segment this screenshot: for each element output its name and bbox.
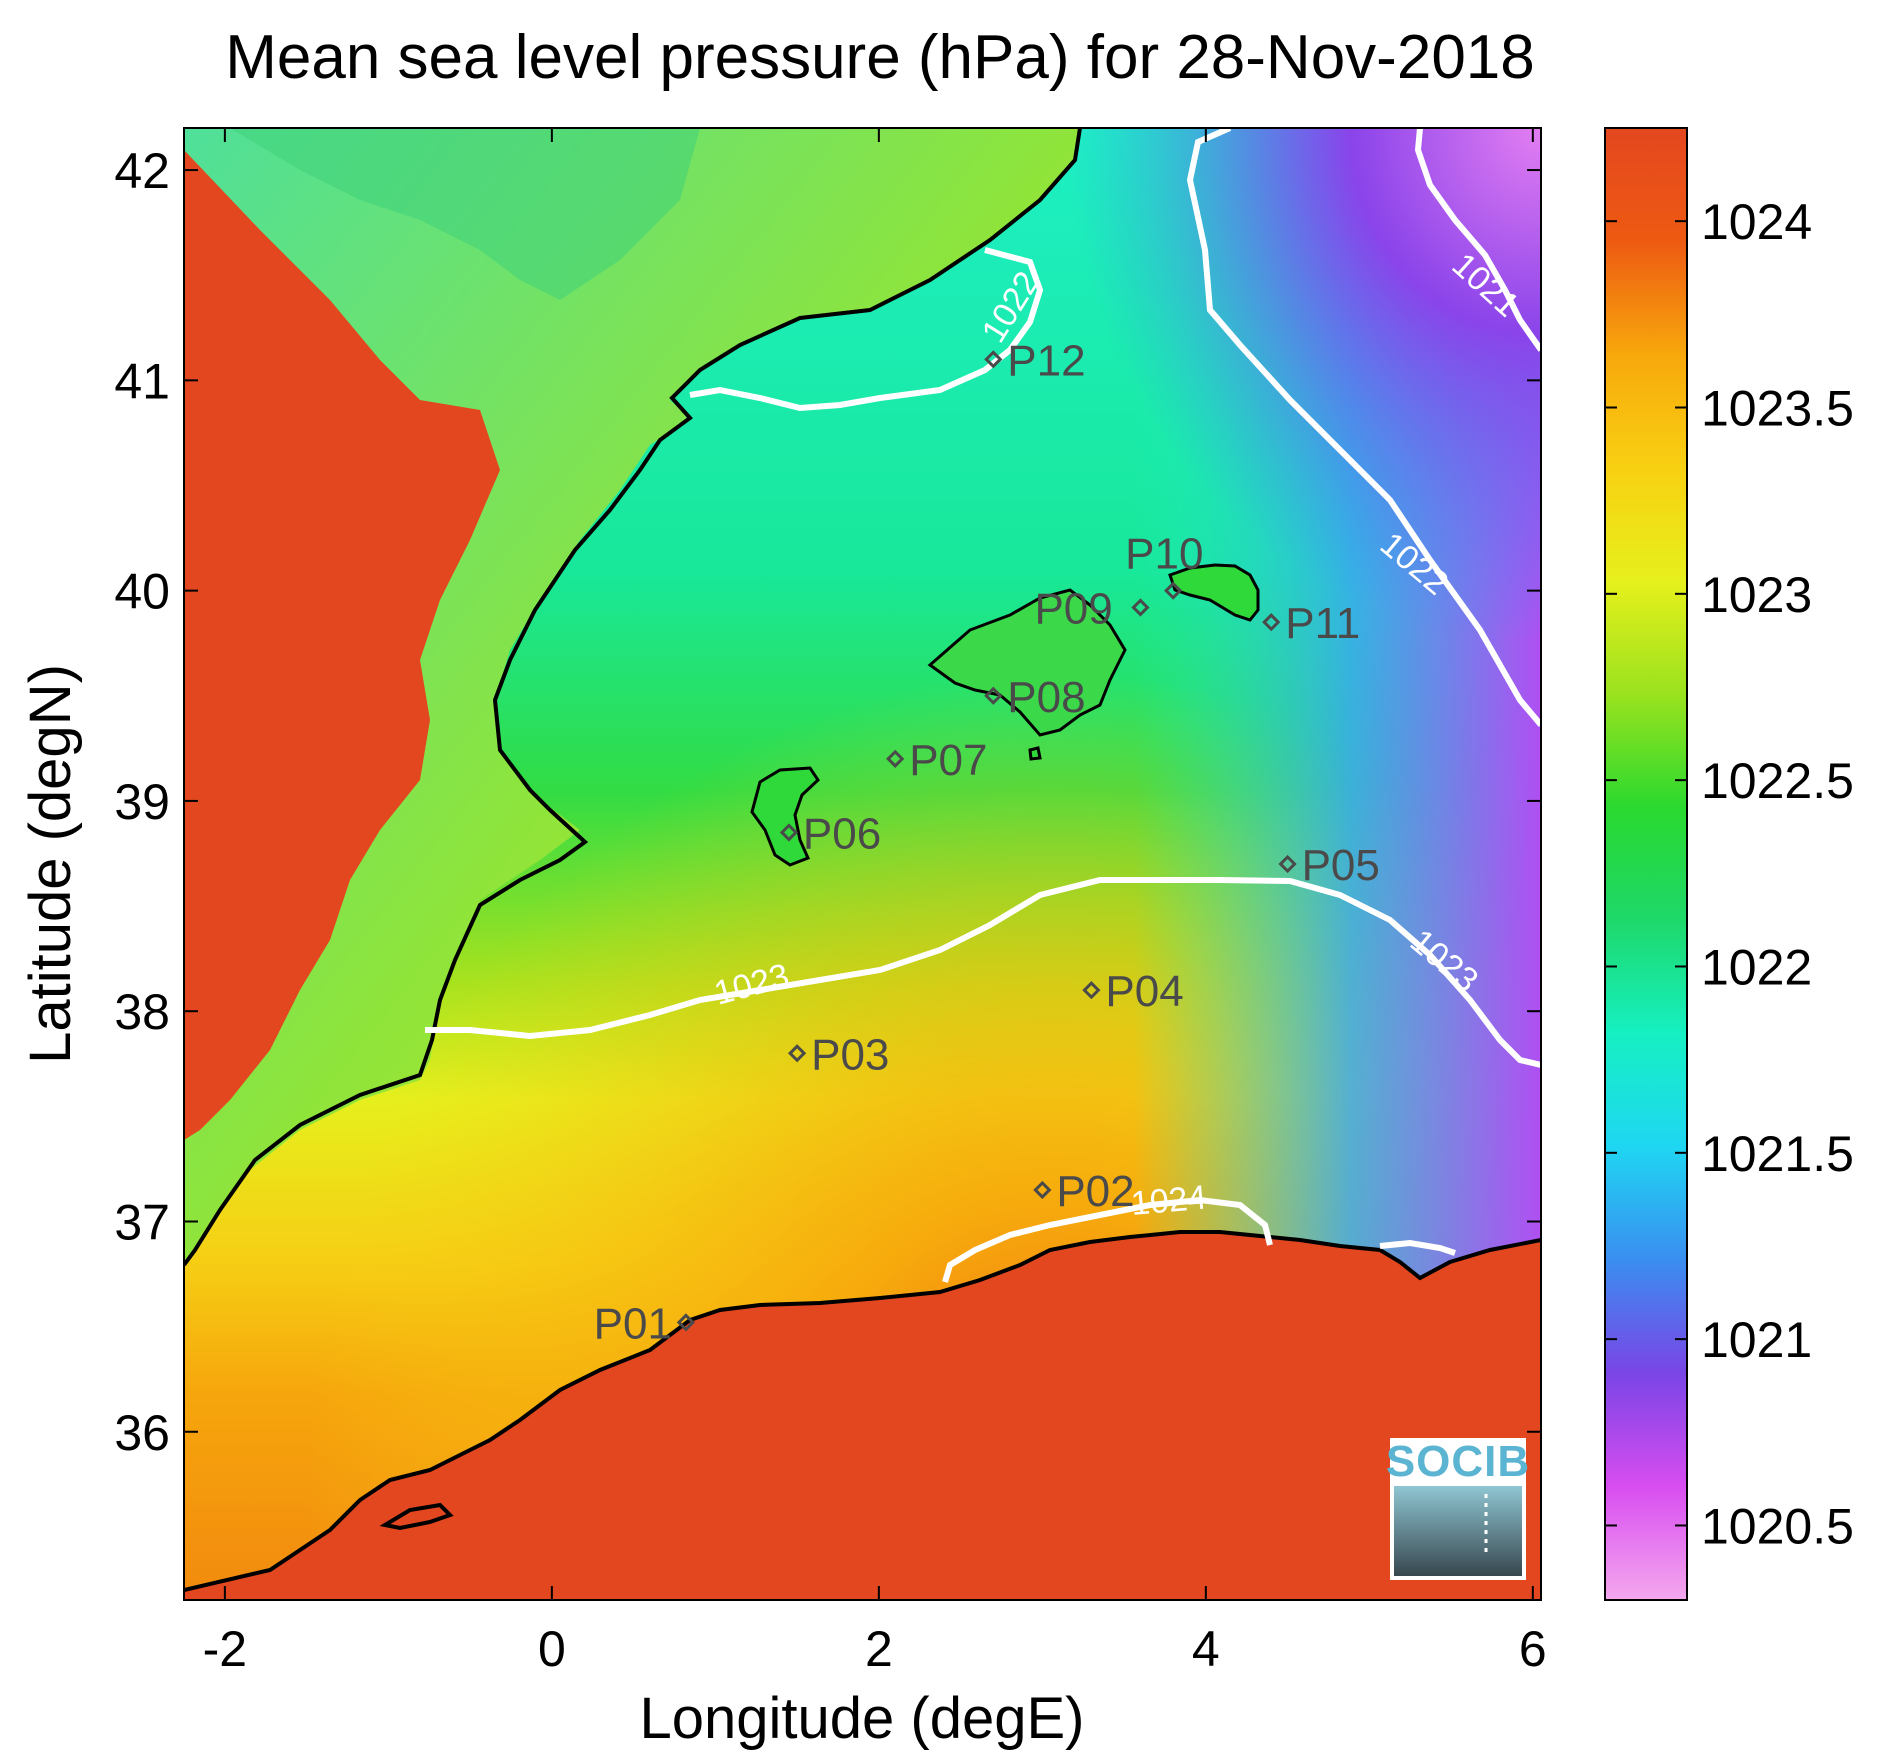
iberia-plateau	[184, 150, 500, 1140]
station-marker	[984, 350, 1003, 369]
x-tick-label: -2	[203, 1621, 247, 1677]
isobar-1024-east	[1379, 1239, 1456, 1256]
y-tick-label: 38	[114, 984, 170, 1040]
colorbar-ticks: 1024 1023.5 1023 1022.5 1022 1021.5 1021 1020.5	[1605, 194, 1854, 1554]
colorbar	[1605, 128, 1687, 1600]
colorbar-tick-label: 1021.5	[1701, 1126, 1854, 1182]
colorbar-tick-label: 1023	[1701, 567, 1812, 623]
contour-label-1024: 1024	[1129, 1179, 1208, 1223]
y-tick-label: 36	[114, 1405, 170, 1461]
station-label: P10	[1125, 530, 1203, 579]
station-label: P08	[1007, 673, 1085, 722]
station-marker	[676, 1313, 696, 1332]
pyrenees-band	[230, 128, 700, 300]
coastline-alboran	[379, 1502, 454, 1531]
x-tick-label: 2	[865, 1621, 893, 1677]
chart-title: Mean sea level pressure (hPa) for 28-Nov…	[225, 23, 1535, 92]
x-tick-label: 6	[1519, 1621, 1547, 1677]
colorbar-tick-label: 1022.5	[1701, 753, 1854, 809]
ibiza-land	[750, 766, 820, 867]
isobar-1024	[942, 1196, 1273, 1283]
formentera-land	[1028, 746, 1042, 761]
x-tick-label: 4	[1192, 1621, 1220, 1677]
y-tick-label: 39	[114, 774, 170, 830]
isobar-1022-north	[689, 247, 1044, 412]
station-label: P09	[1034, 584, 1112, 633]
station-label: P04	[1105, 967, 1183, 1016]
station-marker	[1033, 1180, 1052, 1200]
y-tick-label: 42	[114, 143, 170, 199]
x-axis: -2 0 2 4 6	[203, 128, 1547, 1677]
coastline-africa	[184, 1230, 1541, 1592]
station-label: P06	[803, 809, 881, 858]
station-label: P02	[1056, 1167, 1134, 1216]
station-marker	[984, 686, 1003, 705]
station-label: P07	[909, 736, 987, 785]
station-marker	[1164, 581, 1183, 600]
socib-logo: SOCIB	[1386, 1437, 1530, 1580]
colorbar-tick-label: 1021	[1701, 1312, 1812, 1368]
station-label: P05	[1302, 841, 1380, 890]
station-marker	[787, 1044, 807, 1063]
station-marker	[1262, 613, 1281, 632]
station-marker	[1082, 981, 1101, 1000]
africa-land	[184, 1232, 1541, 1600]
isobar-1021	[1414, 128, 1541, 352]
coastline-iberia	[184, 128, 1082, 1267]
colorbar-frame	[1604, 127, 1688, 1601]
colorbar-tick-label: 1022	[1701, 939, 1812, 995]
colorbar-tick-label: 1024	[1701, 194, 1812, 250]
station-marker	[886, 749, 905, 768]
menorca-land	[1168, 563, 1260, 622]
station-label: P11	[1285, 599, 1360, 648]
station-label: P01	[594, 1299, 672, 1348]
isobar-1023	[425, 877, 1541, 1068]
station-label: P03	[811, 1030, 889, 1079]
x-tick-label: 0	[538, 1621, 566, 1677]
colorbar-tick-label: 1020.5	[1701, 1498, 1854, 1554]
y-axis-title: Latitude (degN)	[18, 664, 83, 1064]
mallorca-land	[927, 588, 1127, 737]
station-label: P12	[1007, 336, 1085, 385]
y-tick-label: 37	[114, 1194, 170, 1250]
x-axis-title: Longitude (degE)	[640, 1686, 1085, 1751]
station-marker	[1278, 854, 1297, 874]
map-frame	[183, 127, 1542, 1601]
station-marker	[1131, 598, 1150, 617]
station-marker	[779, 823, 799, 842]
isobar-1022-east	[1186, 128, 1541, 727]
stations-layer: P01 P02 P03 P04 P05 P06 P07 P08 P09 P10 P11 P12	[594, 336, 1380, 1348]
y-tick-label: 41	[114, 353, 170, 409]
y-tick-label: 40	[114, 564, 170, 620]
y-axis: 36 37 38 39 40 41 42	[114, 143, 1541, 1461]
logo-text: SOCIB	[1386, 1437, 1530, 1486]
colorbar-tick-label: 1023.5	[1701, 380, 1854, 436]
map-area: 1021 1022 1022 1023 1023 1024 P01P02P03P…	[184, 128, 1541, 1600]
